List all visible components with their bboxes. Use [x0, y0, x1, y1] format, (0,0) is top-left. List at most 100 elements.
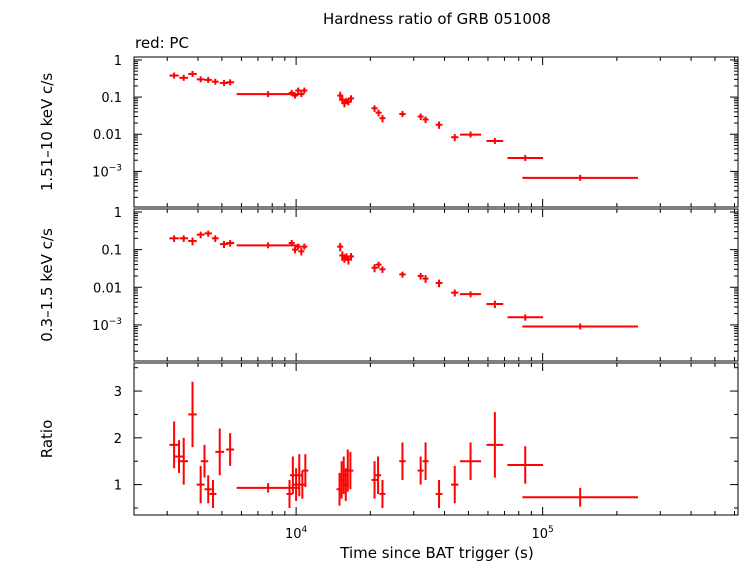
data-point: [460, 131, 482, 138]
x-axis-label: Time since BAT trigger (s): [339, 544, 533, 562]
data-point: [435, 479, 443, 508]
panel-hard-counts: 1.51–10 keV c/s 1 0.1 0.01 10−3: [38, 54, 739, 208]
data-point: [289, 456, 296, 494]
data-point: [451, 134, 459, 142]
data-point: [422, 442, 429, 480]
data-point: [204, 475, 212, 504]
panel-ratio-yaxis: 1 2 3: [114, 367, 738, 509]
x-tick-label: 104: [285, 525, 308, 542]
y-tick-label: 1: [114, 206, 122, 221]
y-tick-label: 10−3: [92, 163, 122, 180]
data-point: [460, 442, 482, 480]
data-point: [417, 113, 424, 121]
data-point: [298, 248, 305, 256]
data-point: [226, 79, 235, 86]
data-point: [293, 468, 300, 501]
data-point: [211, 78, 219, 85]
data-point: [371, 461, 378, 499]
data-point: [219, 240, 229, 249]
data-point: [375, 109, 382, 117]
data-point: [196, 76, 205, 83]
data-point: [288, 239, 295, 246]
data-point: [211, 235, 219, 242]
panel-ratio-ylabel: Ratio: [38, 420, 56, 459]
y-tick-label: 1: [114, 479, 122, 494]
data-point: [522, 323, 639, 330]
data-point: [460, 291, 482, 298]
data-point: [379, 266, 386, 273]
data-point: [200, 444, 209, 478]
y-tick-label: 0.01: [93, 281, 122, 296]
data-point: [188, 381, 197, 448]
x-tick-label: 105: [532, 525, 554, 542]
data-point: [169, 72, 179, 79]
y-tick-label: 0.01: [93, 128, 122, 143]
data-point: [179, 235, 188, 242]
data-point: [302, 454, 309, 487]
data-point: [174, 440, 184, 473]
panel-soft-counts: 0.3–1.5 keV c/s 1 0.1 0.01 10−3: [38, 206, 739, 362]
panel-soft-frame: [133, 208, 739, 362]
data-point: [486, 412, 504, 478]
data-point: [375, 261, 382, 269]
y-tick-label: 10−3: [92, 317, 122, 334]
panel-hard-points: [169, 70, 639, 181]
data-point: [215, 428, 225, 476]
data-point: [226, 240, 235, 247]
data-point: [347, 451, 354, 490]
data-point: [375, 456, 382, 494]
data-point: [486, 300, 504, 309]
x-axis: 104 105: [166, 57, 735, 542]
panel-ratio-frame: [133, 362, 739, 516]
panel-ratio: Ratio 1 2 3: [38, 362, 739, 516]
data-point: [196, 465, 205, 504]
data-point: [298, 91, 305, 98]
data-point: [435, 121, 443, 129]
data-point: [417, 272, 424, 280]
data-point: [204, 230, 212, 237]
panel-soft-yaxis: 1 0.1 0.01 10−3: [92, 206, 738, 352]
data-point: [196, 231, 205, 239]
data-point: [399, 271, 406, 278]
data-point: [188, 70, 197, 77]
data-point: [337, 242, 344, 252]
panel-ratio-points: [169, 381, 639, 508]
data-point: [226, 433, 235, 466]
chart-subtitle: red: PC: [135, 34, 189, 52]
data-point: [451, 289, 459, 297]
data-point: [522, 174, 639, 181]
data-point: [417, 456, 424, 485]
data-point: [179, 437, 188, 485]
data-point: [204, 76, 212, 83]
data-point: [348, 253, 355, 261]
chart-title: Hardness ratio of GRB 051008: [323, 10, 551, 28]
y-tick-label: 0.1: [101, 91, 122, 106]
y-tick-label: 3: [114, 385, 122, 400]
data-point: [179, 74, 188, 81]
panel-soft-points: [169, 230, 639, 330]
data-point: [507, 154, 544, 161]
data-point: [188, 237, 197, 246]
data-point: [522, 487, 639, 507]
y-tick-label: 1: [114, 54, 122, 69]
data-point: [301, 243, 308, 250]
y-tick-label: 0.1: [101, 244, 122, 259]
y-tick-label: 2: [114, 432, 122, 447]
data-point: [451, 465, 459, 504]
data-point: [507, 314, 544, 321]
data-point: [486, 137, 504, 144]
data-point: [301, 87, 308, 94]
data-point: [292, 92, 299, 99]
data-point: [295, 87, 302, 94]
data-point: [422, 275, 429, 283]
data-point: [435, 279, 443, 288]
data-point: [295, 243, 302, 250]
data-point: [296, 454, 303, 497]
data-point: [348, 95, 355, 103]
data-point: [286, 479, 293, 508]
data-point: [288, 89, 295, 96]
data-point: [507, 446, 544, 484]
data-point: [422, 116, 429, 124]
data-point: [236, 91, 300, 98]
panel-hard-ylabel: 1.51–10 keV c/s: [38, 73, 56, 191]
